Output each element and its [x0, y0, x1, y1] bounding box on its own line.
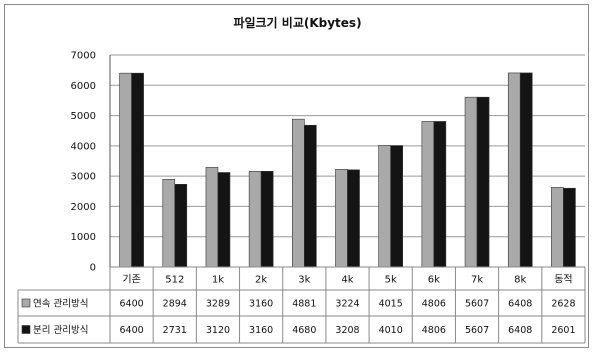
y-tick-label: 5000	[71, 111, 96, 122]
bar	[260, 170, 274, 268]
data-table-value: 3120	[206, 325, 230, 336]
bar	[519, 72, 533, 268]
data-table-value: 6408	[508, 299, 532, 310]
data-table-value: 4881	[292, 299, 316, 310]
chart-title: 파일크기 비교(Kbytes)	[233, 16, 362, 30]
x-category-label: 동적	[554, 274, 572, 286]
data-table-value: 3208	[335, 325, 359, 336]
bar	[335, 169, 348, 268]
y-tick-label: 1000	[71, 232, 96, 243]
data-table-value: 2628	[551, 299, 575, 310]
x-category-label: 기존	[122, 274, 140, 286]
data-table-value: 6400	[119, 299, 143, 310]
bar	[563, 187, 576, 268]
bar	[476, 96, 490, 268]
legend-swatch	[21, 325, 31, 334]
data-table-value: 2894	[163, 299, 187, 310]
bar	[131, 72, 144, 268]
x-category-label: 4k	[341, 275, 353, 286]
x-category-label: 512	[165, 275, 184, 286]
data-table-value: 3224	[335, 299, 359, 310]
bar	[205, 167, 219, 268]
data-table-value: 3160	[249, 299, 273, 310]
bar	[217, 172, 231, 268]
legend-swatch	[21, 298, 31, 308]
data-table-value: 6408	[508, 325, 532, 336]
x-category-label: 2k	[255, 275, 267, 286]
y-tick-label: 6000	[71, 81, 96, 92]
x-category-label: 7k	[471, 275, 483, 286]
bar	[174, 183, 188, 268]
y-axis: 0 1000 2000 3000 4000 5000 6000 7000	[71, 51, 111, 274]
bar	[304, 124, 317, 268]
data-table-value: 2731	[163, 325, 187, 336]
bar	[378, 145, 391, 268]
data-table-value: 4015	[379, 299, 403, 310]
y-tick-label: 0	[90, 263, 96, 274]
bar	[507, 72, 521, 268]
bar	[433, 121, 447, 268]
y-tick-label: 2000	[71, 202, 96, 213]
x-category-label: 3k	[298, 275, 310, 286]
data-table-value: 5607	[465, 325, 489, 336]
legend-label: 연속 관리방식	[33, 299, 88, 310]
legend-label: 분리 관리방식	[33, 325, 88, 336]
x-category-label: 8k	[514, 275, 526, 286]
data-table-value: 2601	[551, 325, 575, 336]
data-table-value: 6400	[119, 325, 143, 336]
bar	[292, 118, 305, 268]
bar	[248, 170, 262, 268]
bar	[421, 121, 435, 268]
data-table-value: 4806	[422, 299, 446, 310]
y-tick-label: 7000	[71, 51, 96, 62]
bar	[347, 169, 360, 268]
data-table-value: 4806	[422, 325, 446, 336]
bar	[390, 145, 403, 268]
data-table-value: 3289	[206, 299, 230, 310]
data-table-value: 4680	[292, 325, 316, 336]
x-category-label: 6k	[428, 275, 440, 286]
bar	[119, 72, 132, 268]
y-tick-label: 3000	[71, 172, 96, 183]
bar	[162, 179, 176, 268]
data-table-value: 3160	[249, 325, 273, 336]
data-table-value: 5607	[465, 299, 489, 310]
bar	[464, 96, 478, 268]
bar	[551, 187, 564, 268]
x-category-label: 1k	[212, 275, 224, 286]
x-category-label: 5k	[385, 275, 397, 286]
bars	[119, 72, 576, 268]
y-tick-label: 4000	[71, 141, 96, 152]
data-table-value: 4010	[379, 325, 403, 336]
